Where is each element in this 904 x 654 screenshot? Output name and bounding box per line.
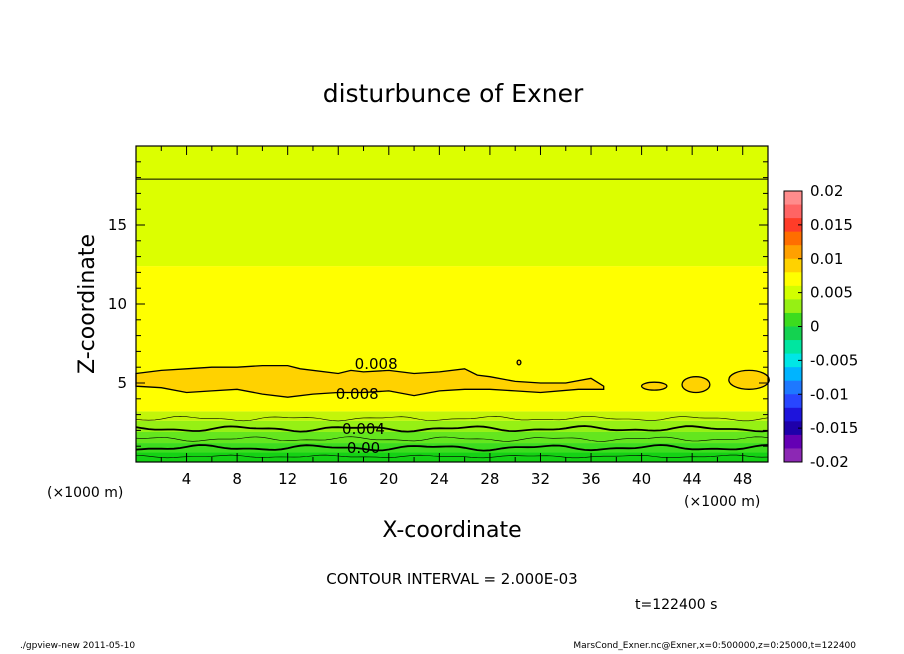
- fill-band-1: [136, 443, 768, 453]
- contour-fill-bands: [136, 146, 768, 462]
- region-0008-island-2: [728, 369, 770, 390]
- colorbar-segment-12: [784, 353, 802, 368]
- x-tick-label-12: 12: [278, 470, 297, 488]
- colorbar-segment-10: [784, 326, 802, 341]
- x-tick-label-36: 36: [581, 470, 600, 488]
- contour-line-2: [135, 444, 769, 452]
- y-axis-ticks: 5 10 15: [108, 161, 768, 447]
- x-tick-label-32: 32: [531, 470, 550, 488]
- colorbar-segment-3: [784, 231, 802, 246]
- x-axis-ticks: 4 8 12 16 20 24 28 32 36 40 44 48: [160, 146, 752, 488]
- colorbar-segment-13: [784, 367, 802, 382]
- thin-contour-b: [135, 415, 769, 422]
- thin-contour-c: [135, 454, 769, 459]
- y-tick-label-15: 15: [108, 216, 127, 234]
- colorbar: 0.02 0.015 0.01 0.005 0 -0.005 -0.01 -0.015 -0.0…: [783, 182, 858, 471]
- colorbar-segment-18: [784, 434, 802, 449]
- colorbar-segment-6: [784, 272, 802, 287]
- y-tick-label-5: 5: [117, 374, 127, 392]
- colorbar-label-3: 0.005: [810, 284, 853, 302]
- fill-band-4: [136, 411, 768, 421]
- contour-line-label-1: 0.004: [342, 420, 385, 438]
- region-0008-island-1: [681, 376, 711, 394]
- contour-line-label-2: 0.00: [347, 439, 380, 457]
- contour-region-0008: 0.008 0.008: [135, 355, 770, 403]
- region-0008-main: [135, 364, 605, 398]
- y-axis-unit: (×1000 m): [47, 485, 123, 501]
- x-tick-label-48: 48: [733, 470, 752, 488]
- x-tick-label-28: 28: [480, 470, 499, 488]
- x-tick-label-44: 44: [683, 470, 702, 488]
- thin-contour-a: [135, 436, 769, 442]
- colorbar-segment-19: [784, 448, 802, 463]
- x-tick-label-40: 40: [632, 470, 651, 488]
- footer-left: ./gpview-new 2011-05-10: [20, 641, 136, 651]
- colorbar-segment-11: [784, 340, 802, 355]
- x-axis-label: X-coordinate: [382, 518, 521, 543]
- contour-line-1: [135, 425, 769, 433]
- colorbar-label-6: -0.01: [810, 385, 849, 403]
- region-0008-island-3: [516, 359, 522, 366]
- colorbar-label-2: 0.01: [810, 250, 843, 268]
- colorbar-segment-0: [784, 191, 802, 206]
- fill-band-6: [136, 146, 768, 267]
- colorbar-label-5: -0.005: [810, 351, 858, 369]
- colorbar-segment-8: [784, 299, 802, 314]
- contour-label-upper: 0.008: [355, 355, 398, 373]
- colorbar-segment-5: [784, 258, 802, 273]
- colorbar-segment-17: [784, 421, 802, 436]
- x-tick-label-8: 8: [232, 470, 242, 488]
- colorbar-label-7: -0.015: [810, 419, 858, 437]
- x-tick-label-20: 20: [379, 470, 398, 488]
- colorbar-segment-2: [784, 218, 802, 233]
- x-tick-label-4: 4: [182, 470, 192, 488]
- colorbar-label-4: 0: [810, 318, 820, 336]
- colorbar-segment-7: [784, 285, 802, 300]
- y-tick-label-10: 10: [108, 295, 127, 313]
- colorbar-segment-4: [784, 245, 802, 260]
- time-label: t=122400 s: [635, 597, 717, 613]
- colorbar-segment-16: [784, 407, 802, 422]
- colorbar-label-8: -0.02: [810, 453, 849, 471]
- x-axis-unit: (×1000 m): [684, 494, 760, 510]
- contour-label-lower: 0.008: [336, 385, 379, 403]
- x-tick-label-16: 16: [329, 470, 348, 488]
- region-0008-island-0: [640, 381, 668, 391]
- footer-right: MarsCond_Exner.nc@Exner,x=0:500000,z=0:2…: [573, 641, 856, 651]
- colorbar-label-1: 0.015: [810, 216, 853, 234]
- colorbar-label-0: 0.02: [810, 182, 843, 200]
- fill-band-3: [136, 420, 768, 432]
- fill-band-0: [136, 452, 768, 462]
- colorbar-segment-14: [784, 380, 802, 395]
- colorbar-segment-1: [784, 204, 802, 219]
- contour-interval-annotation: CONTOUR INTERVAL = 2.000E-03: [326, 570, 577, 588]
- colorbar-segment-15: [784, 394, 802, 409]
- chart-title: disturbunce of Exner: [323, 79, 584, 108]
- y-axis-label: Z-coordinate: [75, 234, 100, 374]
- colorbar-segment-9: [784, 312, 802, 327]
- x-tick-label-24: 24: [430, 470, 449, 488]
